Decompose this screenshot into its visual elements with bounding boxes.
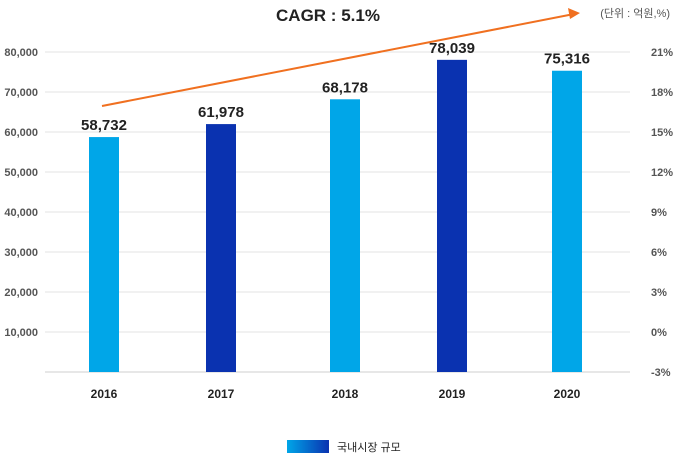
- right-tick-label: 6%: [651, 247, 667, 259]
- right-tick-label: 18%: [651, 87, 673, 99]
- bar-2020: [552, 70, 582, 373]
- bar-2017: [206, 124, 236, 372]
- category-label-2016: 2016: [91, 387, 118, 401]
- cagr-arrow-head: [568, 8, 580, 19]
- legend: 국내시장 규모: [287, 440, 401, 454]
- category-label-2018: 2018: [332, 387, 359, 401]
- unit-note: (단위 : 억원,%): [600, 7, 670, 20]
- cagr-arrow: [101, 8, 580, 107]
- right-tick-label: 0%: [651, 327, 667, 339]
- left-tick-label: 70,000: [4, 87, 38, 99]
- data-labels: 58,732 61,978 68,178 78,039 75,316: [81, 40, 590, 134]
- right-tick-label: 12%: [651, 167, 673, 179]
- x-axis: 2016 2017 2018 2019 2020: [91, 387, 581, 401]
- left-tick-label: 50,000: [4, 167, 38, 179]
- right-tick-label: 21%: [651, 47, 673, 59]
- cagr-arrow-line: [101, 13, 575, 107]
- category-label-2020: 2020: [554, 387, 581, 401]
- category-label-2017: 2017: [208, 387, 235, 401]
- legend-label: 국내시장 규모: [337, 441, 401, 454]
- bar-2019: [437, 59, 467, 373]
- left-tick-label: 60,000: [4, 127, 38, 139]
- data-label-2020: 75,316: [544, 51, 590, 68]
- left-axis: 10,000 20,000 30,000 40,000 50,000 60,000 70,0…: [4, 47, 38, 339]
- chart-title: CAGR : 5.1%: [276, 6, 380, 25]
- data-label-2018: 68,178: [322, 79, 368, 96]
- bars: [89, 59, 582, 373]
- left-tick-label: 30,000: [4, 247, 38, 259]
- category-label-2019: 2019: [439, 387, 466, 401]
- bar-2016: [89, 137, 119, 372]
- legend-swatch: [287, 440, 329, 453]
- left-tick-label: 10,000: [4, 327, 38, 339]
- right-tick-label: -3%: [651, 367, 671, 379]
- bar-2018: [330, 99, 360, 373]
- data-label-2019: 78,039: [429, 40, 475, 57]
- left-tick-label: 80,000: [4, 47, 38, 59]
- right-tick-label: 15%: [651, 127, 673, 139]
- data-label-2017: 61,978: [198, 104, 244, 121]
- data-label-2016: 58,732: [81, 117, 127, 134]
- left-tick-label: 40,000: [4, 207, 38, 219]
- right-tick-label: 3%: [651, 287, 667, 299]
- right-axis: -3% 0% 3% 6% 9% 12% 15% 18% 21%: [651, 47, 673, 379]
- left-tick-label: 20,000: [4, 287, 38, 299]
- right-tick-label: 9%: [651, 207, 667, 219]
